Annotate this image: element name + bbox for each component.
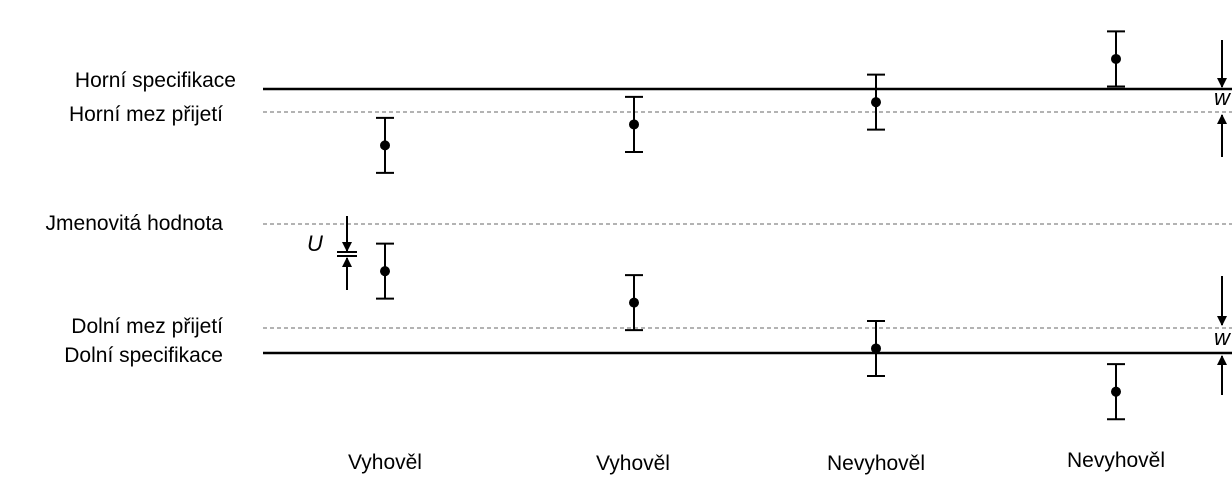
upper-guard-band-label: w: [1214, 85, 1232, 110]
measurement-point: [871, 343, 881, 354]
result-label-3: Nevyhověl: [827, 452, 925, 475]
lower-guard-band-dimension: w: [1214, 276, 1232, 395]
error-bar-marker: [867, 319, 885, 377]
measurement-point: [629, 297, 639, 308]
error-bar-marker: [867, 73, 885, 131]
result-label-4: Nevyhověl: [1067, 449, 1165, 472]
result-label-2: Vyhověl: [596, 452, 670, 475]
upper-accept-label: Horní mez přijetí: [69, 103, 223, 126]
measurement-point: [380, 140, 390, 151]
uncertainty-label: U: [307, 231, 323, 256]
measurement-point: [629, 119, 639, 130]
nominal-label: Jmenovitá hodnota: [46, 212, 224, 235]
uncertainty-dimension: U: [307, 216, 357, 290]
upper-guard-band-dimension: w: [1214, 40, 1232, 157]
upper-spec-label: Horní specifikace: [75, 69, 236, 92]
lower-spec-label: Dolní specifikace: [64, 344, 223, 367]
lower-guard-band-label: w: [1214, 325, 1232, 350]
error-bar-marker: [625, 274, 643, 332]
measurement-point: [871, 97, 881, 108]
lower-accept-label: Dolní mez přijetí: [71, 315, 223, 338]
error-bar-marker: [625, 95, 643, 153]
measurement-markers: [376, 30, 1125, 421]
result-label-1: Vyhověl: [348, 451, 422, 474]
error-bar-marker: [1107, 363, 1125, 421]
measurement-point: [1111, 53, 1121, 64]
error-bar-marker: [1107, 30, 1125, 88]
error-bar-marker: [376, 116, 394, 174]
measurement-point: [1111, 386, 1121, 397]
measurement-point: [380, 266, 390, 277]
error-bar-marker: [376, 242, 394, 300]
